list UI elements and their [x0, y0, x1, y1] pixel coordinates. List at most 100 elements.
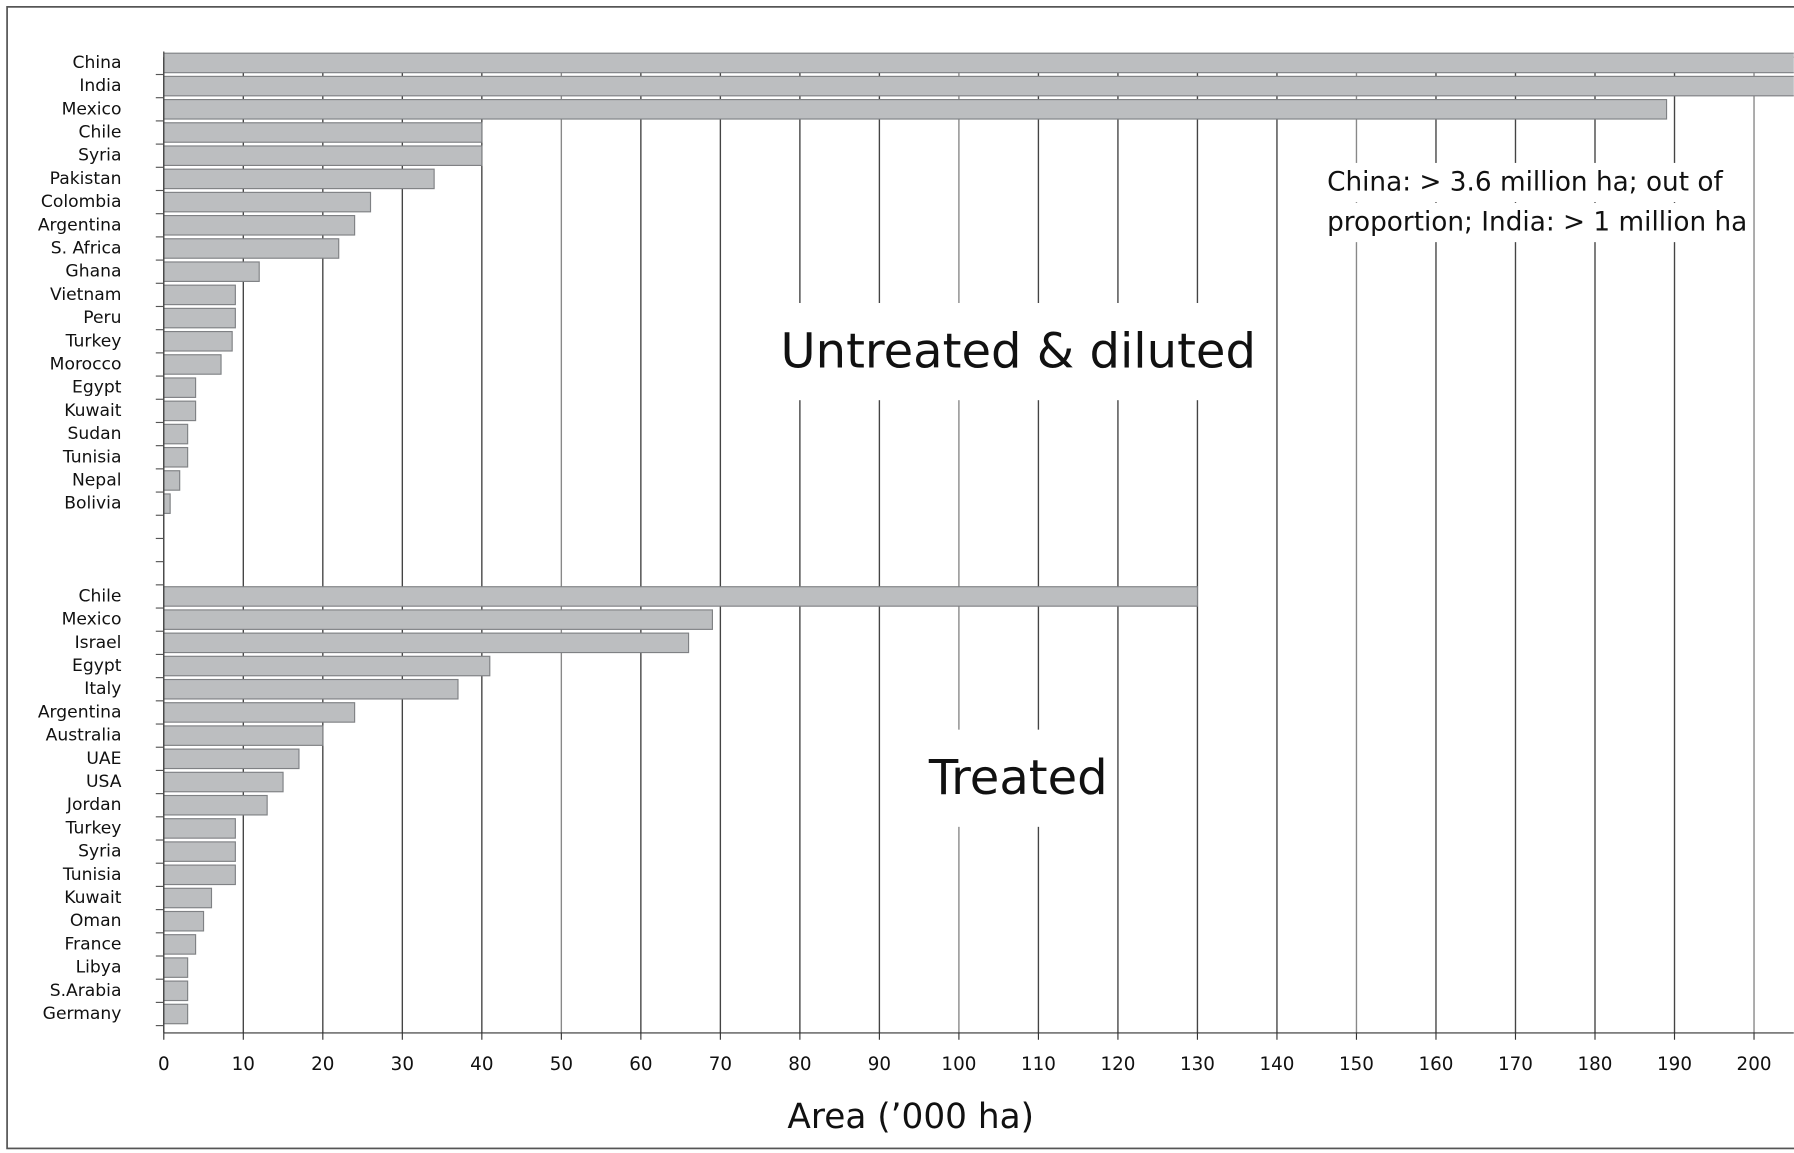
y-tick-label: Egypt: [72, 656, 122, 676]
bar: [163, 586, 1199, 607]
y-tick-label: Kuwait: [64, 401, 122, 421]
bar: [163, 214, 356, 236]
x-tick-label: 150: [1339, 1054, 1374, 1075]
x-tick-label: 190: [1657, 1054, 1692, 1075]
bar: [163, 354, 222, 375]
bar: [163, 678, 459, 700]
bar: [163, 400, 197, 422]
bar: [163, 864, 236, 886]
bar: [163, 748, 300, 770]
bar: [163, 980, 189, 1002]
x-axis-title: Area (’000 ha): [787, 1097, 1034, 1137]
x-tick-label: 20: [311, 1054, 334, 1075]
bar: [163, 1003, 189, 1025]
bar: [163, 52, 1794, 74]
y-tick-label: Turkey: [65, 818, 122, 838]
annotation: China: > 3.6 million ha; out of: [1327, 168, 1723, 198]
y-tick-label: Germany: [43, 1004, 122, 1024]
label-background: [773, 303, 1263, 401]
x-tick-label: 80: [788, 1054, 811, 1075]
y-tick-label: Colombia: [41, 192, 122, 212]
bar: [163, 609, 713, 630]
bar: [163, 702, 356, 723]
y-tick-label: USA: [86, 772, 122, 792]
y-tick-label: Mexico: [62, 99, 122, 119]
y-tick-label: Mexico: [62, 610, 122, 630]
y-tick-label: Argentina: [38, 215, 122, 235]
x-tick-label: 70: [709, 1054, 732, 1075]
bar: [163, 957, 189, 978]
group-label: Untreated & diluted: [781, 324, 1256, 380]
bar: [163, 934, 197, 955]
x-tick-label: 130: [1180, 1054, 1215, 1075]
y-tick-label: Libya: [76, 958, 122, 978]
bar: [163, 122, 483, 143]
y-tick-label: Syria: [78, 842, 121, 862]
label-background: [1322, 202, 1752, 243]
y-tick-label: Vietnam: [50, 285, 121, 305]
x-tick-label: 170: [1498, 1054, 1533, 1075]
group-label: Treated: [928, 750, 1108, 806]
x-tick-label: 160: [1419, 1054, 1454, 1075]
y-tick-label: China: [73, 53, 122, 73]
bar: [163, 632, 690, 654]
bar: [163, 910, 205, 932]
y-tick-label: Turkey: [65, 331, 122, 351]
bar: [163, 887, 213, 909]
bar: [163, 493, 171, 514]
bar: [163, 423, 189, 445]
y-tick-label: Oman: [70, 911, 122, 931]
bar: [163, 284, 236, 306]
x-tick-label: 100: [941, 1054, 976, 1075]
x-tick-label: 120: [1100, 1054, 1135, 1075]
y-tick-label: UAE: [86, 749, 121, 769]
x-tick-label: 30: [391, 1054, 414, 1075]
bar: [163, 377, 197, 398]
annotation: proportion; India: > 1 million ha: [1327, 208, 1747, 238]
bar: [163, 261, 260, 282]
y-tick-label: Nepal: [72, 470, 122, 490]
x-tick-label: 10: [232, 1054, 255, 1075]
label-background: [1322, 162, 1729, 203]
bar: [163, 191, 372, 213]
x-tick-label: 0: [158, 1054, 170, 1075]
bar: [163, 794, 268, 816]
y-tick-label: Australia: [46, 726, 122, 746]
y-tick-label: Tunisia: [62, 447, 122, 467]
y-tick-label: Kuwait: [64, 888, 122, 908]
bar: [163, 470, 181, 491]
y-tick-label: S. Africa: [51, 238, 122, 258]
x-tick-label: 140: [1259, 1054, 1294, 1075]
y-tick-label: Chile: [79, 123, 122, 143]
y-tick-label: Italy: [84, 679, 121, 699]
y-tick-label: Sudan: [67, 424, 121, 444]
bar: [163, 655, 491, 677]
y-tick-label: Tunisia: [62, 865, 122, 885]
y-tick-label: France: [64, 934, 121, 954]
y-tick-label: S.Arabia: [50, 981, 122, 1001]
y-tick-label: Jordan: [66, 795, 122, 815]
x-tick-label: 200: [1737, 1054, 1772, 1075]
x-tick-label: 90: [868, 1054, 891, 1075]
bar: [163, 307, 236, 329]
y-tick-label: Ghana: [65, 262, 121, 282]
y-tick-label: Morocco: [50, 354, 122, 374]
frame: [6, 6, 1794, 1150]
y-tick-label: Peru: [83, 308, 121, 328]
x-tick-label: 40: [470, 1054, 493, 1075]
bar: [163, 75, 1794, 97]
y-tick-label: Argentina: [38, 702, 122, 722]
bar: [163, 238, 340, 259]
x-tick-label: 60: [629, 1054, 652, 1075]
y-tick-label: India: [79, 76, 121, 96]
bar: [163, 168, 435, 190]
bar: [163, 330, 233, 352]
x-tick-label: 110: [1021, 1054, 1056, 1075]
y-tick-label: Israel: [75, 633, 122, 653]
label-background: [920, 729, 1115, 827]
bar: [163, 446, 189, 468]
x-tick-label: 180: [1578, 1054, 1613, 1075]
bar: [163, 99, 1668, 120]
